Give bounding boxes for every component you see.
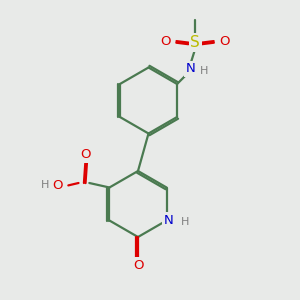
Text: O: O xyxy=(133,259,143,272)
Text: N: N xyxy=(186,62,196,76)
Text: H: H xyxy=(200,66,208,76)
Text: H: H xyxy=(41,180,49,190)
Text: O: O xyxy=(219,34,230,48)
Text: O: O xyxy=(52,179,63,192)
Text: O: O xyxy=(161,34,171,48)
Text: O: O xyxy=(80,148,91,161)
Text: S: S xyxy=(190,35,200,50)
Text: N: N xyxy=(164,214,174,227)
Text: H: H xyxy=(181,217,189,227)
